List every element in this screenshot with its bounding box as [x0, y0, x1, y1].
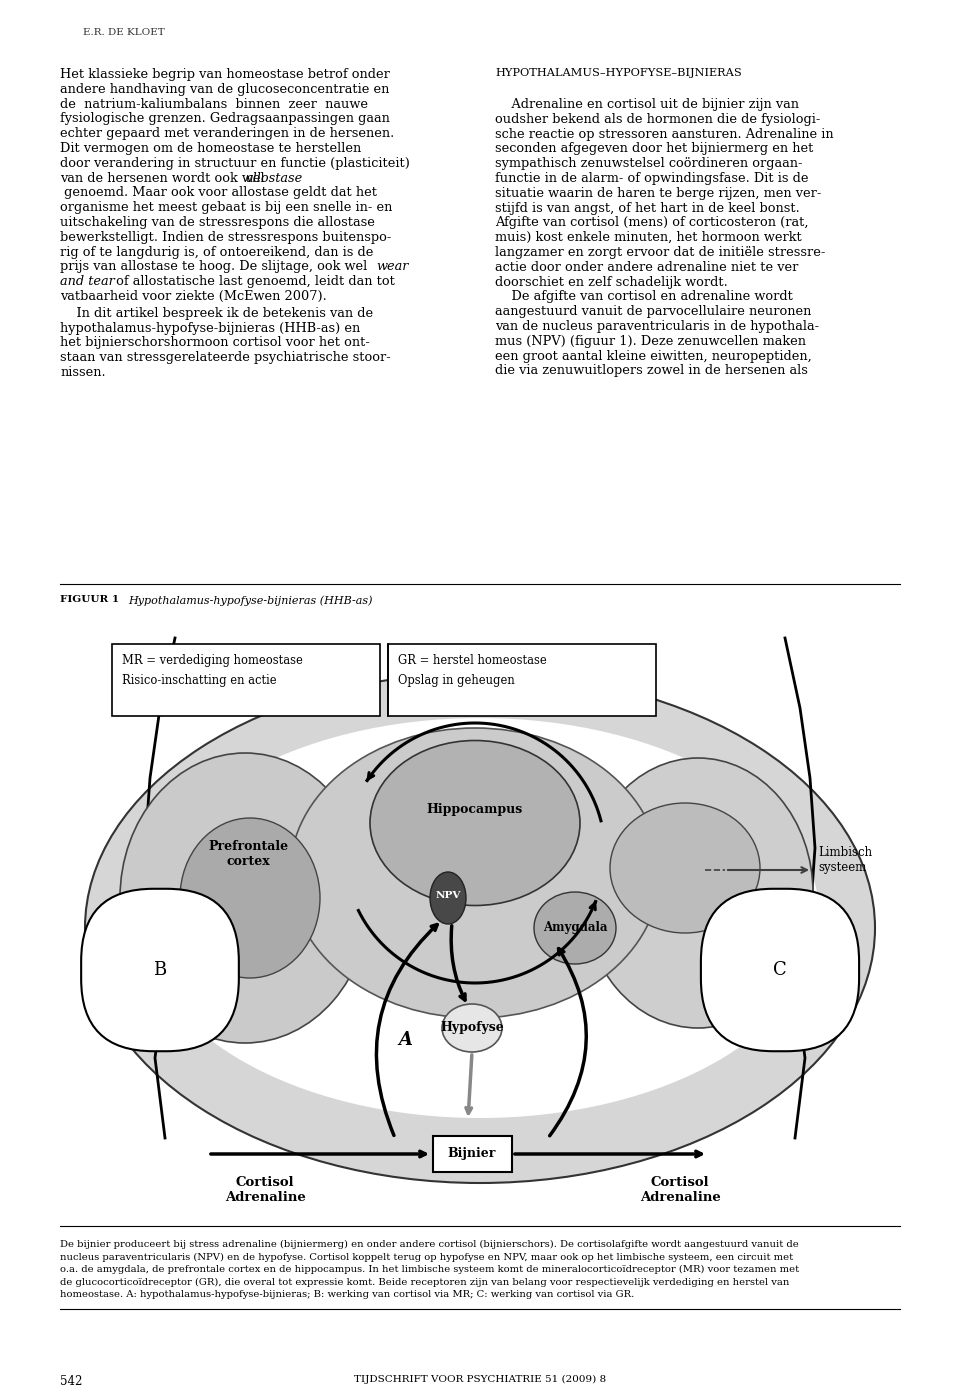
- Text: Limbisch
systeem: Limbisch systeem: [818, 846, 872, 874]
- Text: die via zenuwuitlopers zowel in de hersenen als: die via zenuwuitlopers zowel in de herse…: [495, 364, 808, 377]
- FancyBboxPatch shape: [388, 644, 656, 716]
- Ellipse shape: [534, 892, 616, 965]
- Text: aangestuurd vanuit de parvocellulaire neuronen: aangestuurd vanuit de parvocellulaire ne…: [495, 306, 811, 318]
- Text: het bijnierschorshormoon cortisol voor het ont-: het bijnierschorshormoon cortisol voor h…: [60, 336, 370, 349]
- Text: wear: wear: [376, 261, 408, 274]
- Text: nissen.: nissen.: [60, 366, 106, 378]
- Text: Het klassieke begrip van homeostase betrof onder: Het klassieke begrip van homeostase betr…: [60, 68, 390, 81]
- Text: Prefrontale
cortex: Prefrontale cortex: [208, 840, 288, 868]
- Text: E.R. DE KLOET: E.R. DE KLOET: [83, 28, 165, 38]
- Text: actie door onder andere adrenaline niet te ver: actie door onder andere adrenaline niet …: [495, 261, 799, 274]
- Ellipse shape: [370, 740, 580, 906]
- Ellipse shape: [610, 803, 760, 933]
- Text: situatie waarin de haren te berge rijzen, men ver-: situatie waarin de haren te berge rijzen…: [495, 187, 822, 200]
- FancyBboxPatch shape: [112, 644, 380, 716]
- Text: rig of te langdurig is, of ontoereikend, dan is de: rig of te langdurig is, of ontoereikend,…: [60, 246, 373, 258]
- Text: echter gepaard met veranderingen in de hersenen.: echter gepaard met veranderingen in de h…: [60, 127, 395, 140]
- Text: van de hersenen wordt ook wel: van de hersenen wordt ook wel: [60, 172, 269, 184]
- Text: o.a. de amygdala, de prefrontale cortex en de hippocampus. In het limbische syst: o.a. de amygdala, de prefrontale cortex …: [60, 1265, 799, 1275]
- Ellipse shape: [120, 752, 370, 1043]
- Text: nucleus paraventricularis (NPV) en de hypofyse. Cortisol koppelt terug op hypofy: nucleus paraventricularis (NPV) en de hy…: [60, 1252, 793, 1262]
- Text: homeostase. A: hypothalamus-hypofyse-bijnieras; B: werking van cortisol via MR; : homeostase. A: hypothalamus-hypofyse-bij…: [60, 1290, 635, 1300]
- Text: De bijnier produceert bij stress adrenaline (bijniermerg) en onder andere cortis: De bijnier produceert bij stress adrenal…: [60, 1240, 799, 1249]
- Text: A: A: [398, 1032, 412, 1048]
- Text: NPV: NPV: [435, 891, 461, 899]
- Text: bewerkstelligt. Indien de stressrespons buitenspo-: bewerkstelligt. Indien de stressrespons …: [60, 230, 392, 244]
- Text: GR = herstel homeostase: GR = herstel homeostase: [398, 653, 547, 667]
- Ellipse shape: [583, 758, 813, 1027]
- FancyBboxPatch shape: [433, 1136, 512, 1173]
- Text: een groot aantal kleine eiwitten, neuropeptiden,: een groot aantal kleine eiwitten, neurop…: [495, 349, 812, 363]
- Text: vatbaarheid voor ziekte (McEwen 2007).: vatbaarheid voor ziekte (McEwen 2007).: [60, 290, 326, 303]
- Text: Dit vermogen om de homeostase te herstellen: Dit vermogen om de homeostase te herstel…: [60, 142, 361, 155]
- Text: Afgifte van cortisol (mens) of corticosteron (rat,: Afgifte van cortisol (mens) of corticost…: [495, 216, 808, 229]
- Ellipse shape: [140, 718, 820, 1118]
- Text: seconden afgegeven door het bijniermerg en het: seconden afgegeven door het bijniermerg …: [495, 142, 813, 155]
- Text: de glucocorticoïdreceptor (GR), die overal tot expressie komt. Beide receptoren : de glucocorticoïdreceptor (GR), die over…: [60, 1277, 789, 1287]
- Text: hypothalamus-hypofyse-bijnieras (HHB-as) en: hypothalamus-hypofyse-bijnieras (HHB-as)…: [60, 321, 360, 335]
- Text: FIGUUR 1: FIGUUR 1: [60, 595, 119, 604]
- Text: Cortisol
Adrenaline: Cortisol Adrenaline: [225, 1175, 305, 1203]
- Text: stijfd is van angst, of het hart in de keel bonst.: stijfd is van angst, of het hart in de k…: [495, 201, 800, 215]
- Ellipse shape: [430, 872, 466, 924]
- Text: Bijnier: Bijnier: [447, 1148, 496, 1160]
- Text: staan van stressgerelateerde psychiatrische stoor-: staan van stressgerelateerde psychiatris…: [60, 352, 391, 364]
- Text: Adrenaline en cortisol uit de bijnier zijn van: Adrenaline en cortisol uit de bijnier zi…: [495, 98, 799, 112]
- Text: C: C: [773, 960, 787, 979]
- Ellipse shape: [180, 818, 320, 979]
- Text: B: B: [154, 960, 167, 979]
- Text: muis) kost enkele minuten, het hormoon werkt: muis) kost enkele minuten, het hormoon w…: [495, 232, 802, 244]
- Text: allostase: allostase: [246, 172, 303, 184]
- Text: MR = verdediging homeostase: MR = verdediging homeostase: [122, 653, 302, 667]
- Text: functie in de alarm- of opwindingsfase. Dit is de: functie in de alarm- of opwindingsfase. …: [495, 172, 808, 186]
- Text: Hippocampus: Hippocampus: [427, 804, 523, 817]
- Text: Hypofyse: Hypofyse: [440, 1022, 504, 1034]
- Text: and tear: and tear: [60, 275, 115, 288]
- Text: 542: 542: [60, 1375, 83, 1388]
- Text: Opslag in geheugen: Opslag in geheugen: [398, 674, 515, 687]
- Text: doorschiet en zelf schadelijk wordt.: doorschiet en zelf schadelijk wordt.: [495, 275, 728, 289]
- Ellipse shape: [85, 673, 875, 1182]
- Text: uitschakeling van de stressrespons die allostase: uitschakeling van de stressrespons die a…: [60, 216, 374, 229]
- Text: oudsher bekend als de hormonen die de fysiologi-: oudsher bekend als de hormonen die de fy…: [495, 113, 821, 126]
- Text: TIJDSCHRIFT VOOR PSYCHIATRIE 51 (2009) 8: TIJDSCHRIFT VOOR PSYCHIATRIE 51 (2009) 8: [354, 1375, 606, 1383]
- Text: De afgifte van cortisol en adrenaline wordt: De afgifte van cortisol en adrenaline wo…: [495, 290, 793, 303]
- Text: genoemd. Maar ook voor allostase geldt dat het: genoemd. Maar ook voor allostase geldt d…: [60, 187, 377, 200]
- Text: mus (NPV) (figuur 1). Deze zenuwcellen maken: mus (NPV) (figuur 1). Deze zenuwcellen m…: [495, 335, 806, 348]
- Text: Risico-inschatting en actie: Risico-inschatting en actie: [122, 674, 276, 687]
- Text: of allostatische last genoemd, leidt dan tot: of allostatische last genoemd, leidt dan…: [112, 275, 395, 288]
- Text: Amygdala: Amygdala: [542, 921, 608, 934]
- Text: sche reactie op stressoren aansturen. Adrenaline in: sche reactie op stressoren aansturen. Ad…: [495, 127, 833, 141]
- Text: organisme het meest gebaat is bij een snelle in- en: organisme het meest gebaat is bij een sn…: [60, 201, 393, 214]
- Text: andere handhaving van de glucoseconcentratie en: andere handhaving van de glucoseconcentr…: [60, 82, 390, 96]
- Text: sympathisch zenuwstelsel coördineren orgaan-: sympathisch zenuwstelsel coördineren org…: [495, 158, 803, 170]
- Text: van de nucleus paraventricularis in de hypothala-: van de nucleus paraventricularis in de h…: [495, 320, 819, 334]
- Ellipse shape: [290, 727, 660, 1018]
- Text: Hypothalamus-hypofyse-bijnieras (HHB-as): Hypothalamus-hypofyse-bijnieras (HHB-as): [128, 595, 372, 606]
- Text: Cortisol
Adrenaline: Cortisol Adrenaline: [639, 1175, 720, 1203]
- Text: In dit artikel bespreek ik de betekenis van de: In dit artikel bespreek ik de betekenis …: [60, 307, 373, 320]
- Text: prijs van allostase te hoog. De slijtage, ook wel: prijs van allostase te hoog. De slijtage…: [60, 261, 372, 274]
- Text: door verandering in structuur en functie (plasticiteit): door verandering in structuur en functie…: [60, 156, 410, 170]
- Text: langzamer en zorgt ervoor dat de initiële stressre-: langzamer en zorgt ervoor dat de initiël…: [495, 246, 826, 260]
- Text: HYPOTHALAMUS–HYPOFYSE–BIJNIERAS: HYPOTHALAMUS–HYPOFYSE–BIJNIERAS: [495, 68, 742, 78]
- Text: de  natrium-kaliumbalans  binnen  zeer  nauwe: de natrium-kaliumbalans binnen zeer nauw…: [60, 98, 368, 110]
- Ellipse shape: [442, 1004, 502, 1053]
- Text: fysiologische grenzen. Gedragsaanpassingen gaan: fysiologische grenzen. Gedragsaanpassing…: [60, 113, 390, 126]
